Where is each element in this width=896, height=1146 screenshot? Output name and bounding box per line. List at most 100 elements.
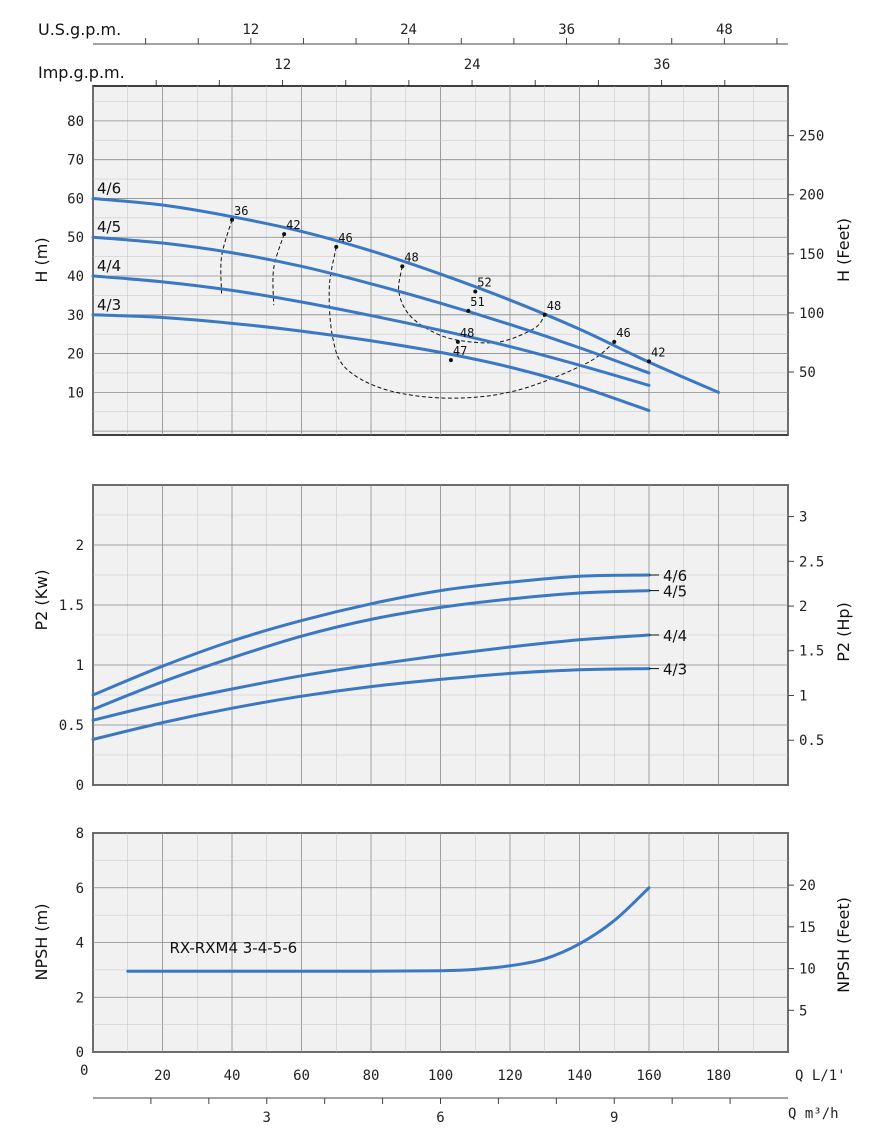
us-gpm-axis: U.S.g.p.m. 12 24 36 48 (38, 20, 788, 45)
power-ylabel: P2 (Kw) (32, 570, 51, 631)
y-tick-label: 2 (76, 538, 84, 554)
series-label: 4/5 (663, 583, 687, 601)
y-tick-label: 1.5 (59, 598, 84, 614)
y-tick-label: 0.5 (59, 718, 84, 734)
efficiency-label: 42 (286, 218, 300, 232)
series-line-RX-RXM4-3-4-5-6 (126, 886, 651, 973)
us-gpm-tick-label: 12 (242, 22, 259, 38)
series-line-4-6 (91, 196, 720, 394)
series-line-4-3 (91, 667, 651, 741)
efficiency-label: 48 (404, 250, 418, 264)
y-tick-label: 1 (76, 658, 84, 674)
efficiency-point (334, 244, 339, 249)
q-lpm-tick-label: 120 (497, 1068, 522, 1084)
q-m3h-axis-label: Q m³/h (788, 1106, 839, 1122)
y-tick-label: 8 (76, 826, 84, 842)
y2-tick-label: 1 (799, 688, 807, 704)
y-tick-label: 10 (67, 385, 84, 401)
y2-tick-label: 250 (799, 129, 824, 145)
imp-gpm-tick-label: 12 (274, 57, 291, 73)
y2-tick-label: 2.5 (799, 554, 824, 570)
efficiency-iso-lines (220, 219, 615, 399)
imp-gpm-tick-label: 36 (653, 57, 670, 73)
head-grid (92, 86, 789, 435)
efficiency-label: 48 (547, 299, 561, 313)
y-tick-label: 0 (76, 1045, 84, 1061)
q-lpm-tick-label: 180 (706, 1068, 731, 1084)
y-tick-label: 40 (67, 269, 84, 285)
efficiency-iso-line (220, 219, 233, 294)
head-ylabel: H (m) (32, 237, 51, 282)
series-label: 4/3 (97, 296, 121, 314)
y-tick-label: 70 (67, 153, 84, 169)
head-panel: 10 20 30 40 50 60 70 80 50 100 150 200 250 4/6 4/5 4/4… (32, 85, 853, 436)
y2-tick-label: 15 (799, 920, 816, 936)
efficiency-label: 46 (616, 326, 630, 340)
efficiency-label: 42 (651, 345, 665, 359)
efficiency-point (282, 232, 287, 237)
imp-gpm-axis-label: Imp.g.p.m. (38, 63, 125, 82)
y2-tick-label: 20 (799, 878, 816, 894)
imp-gpm-axis: Imp.g.p.m. 12 24 36 (38, 57, 726, 86)
power-grid (92, 484, 789, 786)
efficiency-labels: 36 42 46 48 52 51 48 48 47 46 42 (230, 204, 665, 364)
efficiency-point (542, 312, 547, 317)
efficiency-point (448, 358, 453, 363)
y2-tick-label: 100 (799, 306, 824, 322)
npsh-grid (92, 832, 789, 1053)
power-series: 4/64/5 4/4 4/3 (91, 567, 687, 741)
efficiency-point (647, 359, 651, 364)
series-line-4-5 (91, 589, 651, 711)
npsh-panel: 0 2 4 6 8 5 10 15 20 RX-RXM4 3-4-5-6 NPSH (m) NP… (32, 826, 853, 1061)
efficiency-point (230, 217, 234, 222)
efficiency-label: 46 (338, 231, 352, 245)
y-tick-label: 0 (76, 778, 84, 794)
efficiency-label: 48 (460, 326, 474, 340)
series-line-4-3 (91, 313, 651, 413)
q-lpm-zero: 0 (80, 1063, 88, 1079)
y2-tick-label: 3 (799, 510, 807, 526)
q-m3h-tick-label: 3 (263, 1110, 271, 1126)
npsh-series: RX-RXM4 3-4-5-6 (126, 886, 651, 973)
series-line-4-4 (91, 633, 651, 722)
efficiency-point (455, 339, 460, 344)
q-lpm-tick-label: 40 (224, 1068, 241, 1084)
q-lpm-tick-label: 80 (363, 1068, 380, 1084)
us-gpm-tick-label: 24 (400, 22, 417, 38)
q-lpm-ticks: 0 20 40 60 80 100 120 140 160 180 (80, 1063, 731, 1084)
series-line-4-5 (91, 235, 651, 375)
efficiency-label: 36 (234, 204, 248, 218)
y-tick-label: 80 (67, 114, 84, 130)
power-y2label: P2 (Hp) (834, 602, 853, 662)
us-gpm-axis-label: U.S.g.p.m. (38, 20, 121, 39)
efficiency-point (466, 308, 471, 313)
efficiency-label: 51 (470, 295, 484, 309)
series-label: 4/4 (97, 257, 121, 275)
us-gpm-tick-label: 36 (558, 22, 575, 38)
npsh-ticks: 0 2 4 6 8 5 10 15 20 (76, 826, 816, 1061)
y-tick-label: 20 (67, 347, 84, 363)
series-label: 4/6 (663, 567, 687, 585)
efficiency-iso-line (272, 233, 285, 306)
efficiency-label: 47 (453, 344, 467, 358)
efficiency-point (473, 289, 478, 294)
power-panel: 0 0.5 1 1.5 2 0.5 1 1.5 2 2.5 3 4/64/5 4/4 4/3 P2 (K… (32, 484, 853, 794)
series-label: 4/3 (663, 661, 687, 679)
series-label: 4/4 (663, 627, 687, 645)
npsh-ylabel: NPSH (m) (32, 904, 51, 981)
y2-tick-label: 2 (799, 599, 807, 615)
head-series: 4/6 4/5 4/4 4/3 (91, 179, 720, 413)
q-lpm-axis-label: Q L/1' (795, 1068, 846, 1084)
q-m3h-axis: 3 6 9 Q m³/h (93, 1097, 839, 1126)
y-tick-label: 60 (67, 191, 84, 207)
q-lpm-axis: 0 20 40 60 80 100 120 140 160 180 Q L/1' (80, 1063, 846, 1084)
q-m3h-ticks: 3 6 9 (150, 1098, 731, 1126)
q-lpm-tick-label: 140 (567, 1068, 592, 1084)
y-tick-label: 4 (76, 936, 84, 952)
y-tick-label: 30 (67, 308, 84, 324)
efficiency-iso-line (328, 246, 615, 399)
q-lpm-tick-label: 160 (636, 1068, 661, 1084)
y-tick-label: 50 (67, 230, 84, 246)
y2-tick-label: 5 (799, 1003, 807, 1019)
